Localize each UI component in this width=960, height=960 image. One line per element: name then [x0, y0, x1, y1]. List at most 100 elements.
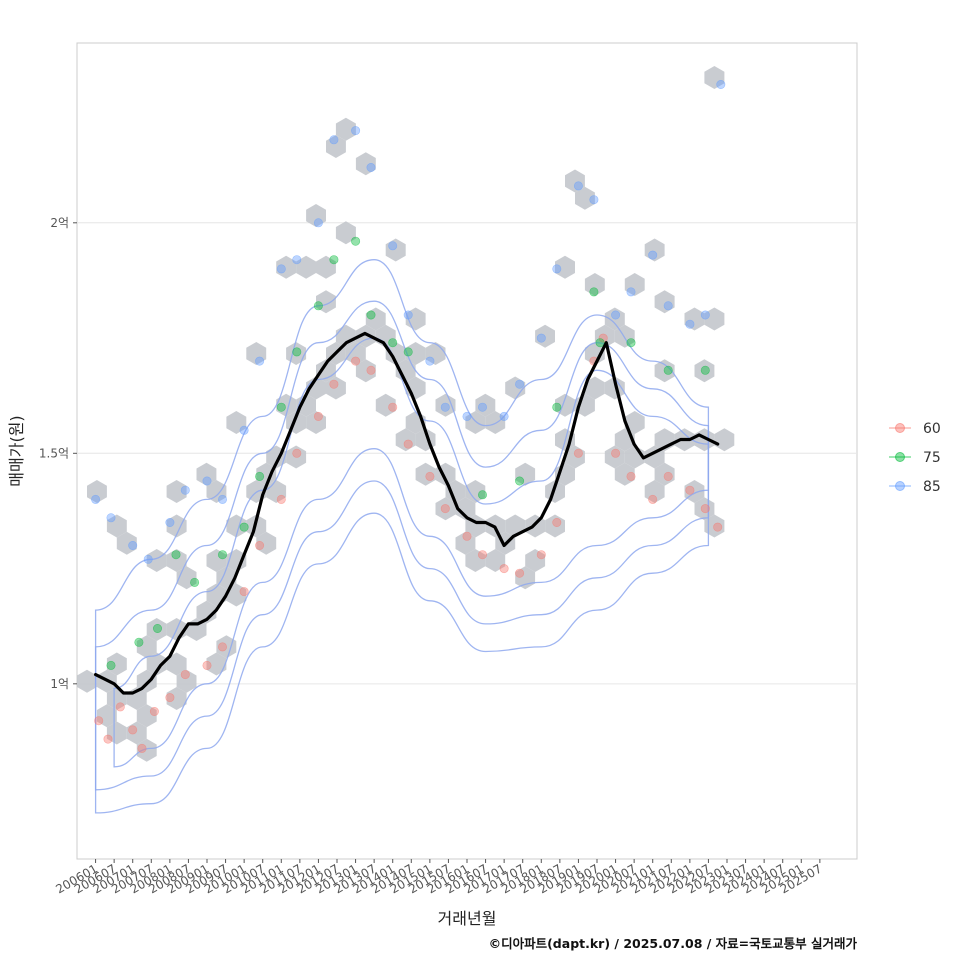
- data-point: [700, 310, 710, 320]
- legend-label: 75: [923, 450, 941, 466]
- hexbin-cell: [465, 549, 486, 572]
- hexbin-cell: [256, 462, 277, 486]
- data-point: [171, 550, 181, 560]
- data-point: [292, 255, 302, 265]
- data-point: [329, 255, 339, 265]
- data-point: [716, 80, 726, 90]
- hexbin-cell: [335, 221, 356, 245]
- hexbin-cell: [206, 652, 227, 676]
- data-point: [626, 471, 636, 481]
- data-point: [515, 476, 525, 486]
- hexbin-cell: [176, 669, 197, 693]
- series-60: [94, 333, 723, 753]
- data-point: [313, 301, 323, 311]
- hexbin-cell: [77, 669, 97, 693]
- data-point: [218, 642, 228, 652]
- data-point: [536, 333, 546, 343]
- hexbin-cell: [525, 549, 546, 572]
- legend-item-75: 75: [889, 450, 941, 466]
- data-point: [425, 356, 435, 366]
- scatter-points: [91, 80, 726, 753]
- data-point: [149, 706, 159, 716]
- hexbin-cell: [316, 290, 336, 314]
- source-caption: ©디아파트(dapt.kr) / 2025.07.08 / 자료=국토교통부 실…: [489, 936, 858, 951]
- hexbin-cell: [146, 652, 167, 676]
- legend-item-60: 60: [889, 421, 941, 437]
- data-point: [351, 126, 361, 136]
- data-point: [440, 402, 450, 412]
- x-axis-title: 거래년월: [438, 909, 497, 928]
- data-point: [202, 476, 212, 486]
- hexbin-cell: [226, 411, 247, 434]
- hexbin-cell: [385, 342, 406, 365]
- data-point: [626, 287, 636, 297]
- data-point: [663, 301, 673, 311]
- data-point: [626, 338, 636, 348]
- hexbin-cell: [385, 238, 406, 262]
- hexbin-cell: [505, 376, 526, 400]
- hexbin-cell: [455, 497, 476, 521]
- hexbin-cell: [326, 135, 346, 158]
- data-point: [403, 439, 413, 449]
- data-point: [202, 660, 212, 670]
- hexbin-cell: [96, 704, 117, 728]
- hexbin-cell: [146, 549, 167, 572]
- data-point: [276, 494, 286, 504]
- data-point: [134, 637, 144, 647]
- hexbin-cell: [126, 721, 147, 745]
- hexbin-cell: [106, 721, 127, 745]
- y-axis-title: 매매가(원): [7, 415, 26, 486]
- data-point: [536, 550, 546, 560]
- data-point: [499, 411, 509, 421]
- hexbin-cell: [624, 273, 645, 296]
- data-point: [663, 471, 673, 481]
- data-point: [499, 564, 509, 574]
- hexbin-cell: [565, 445, 585, 469]
- hexbin-cell: [196, 600, 217, 624]
- hexbin-cell: [256, 531, 277, 555]
- data-point: [700, 365, 710, 375]
- hexbin-cell: [345, 342, 366, 365]
- data-point: [351, 236, 361, 246]
- legend-label: 60: [923, 421, 941, 437]
- hexbin-cell: [515, 462, 536, 486]
- hexbin-cell: [206, 480, 227, 503]
- hexbin-cell: [355, 152, 376, 176]
- hexbin-cell: [604, 445, 625, 469]
- data-point: [276, 402, 286, 412]
- hexbin-cell: [166, 480, 187, 503]
- data-point: [462, 411, 472, 421]
- data-point: [351, 356, 361, 366]
- trend-line: [93, 331, 720, 695]
- data-point: [515, 568, 525, 578]
- hexbin-cell: [286, 445, 307, 469]
- hexbin-cell: [166, 652, 187, 676]
- data-point: [462, 531, 472, 541]
- hexbin-cell: [136, 738, 157, 762]
- data-point: [143, 554, 153, 564]
- data-point: [313, 218, 323, 228]
- hexbin-cell: [594, 324, 615, 348]
- data-point: [477, 550, 487, 560]
- hexbin-cell: [654, 290, 675, 314]
- data-point: [366, 365, 376, 375]
- hexbin-cell: [335, 117, 356, 141]
- hexbin-cell: [565, 169, 585, 193]
- plot-panel: [76, 42, 858, 860]
- data-point: [239, 425, 249, 435]
- hexbin-cell: [415, 462, 436, 486]
- data-point: [128, 540, 138, 550]
- hexbin-cell: [306, 204, 326, 227]
- data-point: [388, 338, 398, 348]
- data-point: [106, 660, 116, 670]
- data-point: [611, 310, 621, 320]
- hexbin-cell: [405, 342, 426, 365]
- y-tick-label: 2억: [50, 216, 69, 230]
- data-point: [165, 693, 175, 703]
- data-point: [106, 513, 116, 523]
- hexbin-cell: [445, 480, 466, 503]
- hexbin-cell: [584, 376, 605, 400]
- hexbin-cell: [435, 393, 456, 417]
- data-point: [713, 522, 723, 532]
